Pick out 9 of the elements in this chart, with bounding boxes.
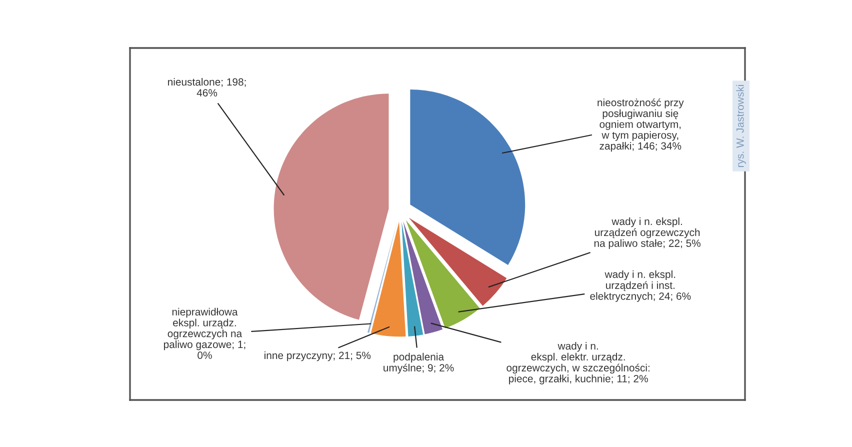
slice-label: inne przyczyny; 21; 5% — [264, 351, 371, 362]
text: rys. W. Jastrowski — [736, 85, 746, 167]
slice-label: wady i n. ekspl. urządzeń ogrzewczych na paliwo stałe; 22; 5% — [594, 217, 700, 249]
slice-label: nieprawidłowa ekspl. urządz. ogrzewczych na paliwo gazowe; 1; 0% — [164, 308, 246, 359]
slice-label: nieustalone; 198; 46% — [168, 78, 246, 96]
slice-label: nieostrożność przy posługiwaniu się ogniem otwartym, w tym papierosy, zapałki; 146; 34% — [598, 98, 684, 152]
slice-label: podpalenia umyślne; 9; 2% — [384, 352, 454, 374]
slice-label: wady i n. ekspl. elektr. urządz. ogrzewczych, w szczególności: piece, grzałki, kuchnie; 11; 2% — [506, 342, 650, 384]
slice-label: wady i n. ekspl. urządzeń i inst. elektrycznych; 24; 6% — [590, 270, 691, 302]
